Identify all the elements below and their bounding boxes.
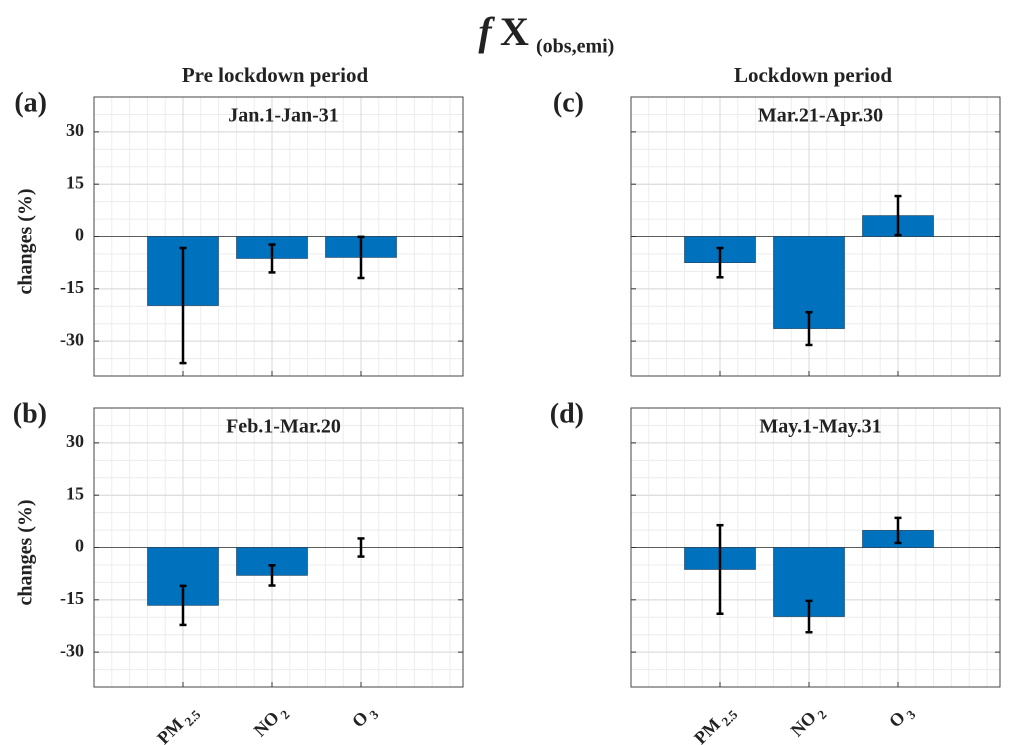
title-x: X xyxy=(500,9,529,54)
y-tick-label: 30 xyxy=(66,120,84,140)
y-axis-label: changes (%) xyxy=(15,188,37,294)
panel-subtitle: May.1-May.31 xyxy=(759,416,881,438)
axes-box xyxy=(630,407,1001,688)
axes-box xyxy=(93,407,464,688)
panel-label: (c) xyxy=(553,87,584,118)
panel-label: (d) xyxy=(550,398,584,429)
y-tick-label: -30 xyxy=(60,640,84,660)
x-tick-label: O3 xyxy=(885,700,919,734)
panel-label: (a) xyxy=(14,87,47,118)
title-f: f xyxy=(478,9,495,54)
y-tick-label: 30 xyxy=(66,431,84,451)
panel-subtitle: Feb.1-Mar.20 xyxy=(226,416,341,438)
column-title: Pre lockdown period xyxy=(182,63,369,87)
y-tick-label: -30 xyxy=(60,329,84,349)
category-subscript: 2.5 xyxy=(181,707,203,729)
x-tick-label: PM2.5 xyxy=(153,700,204,745)
x-tick-label: PM2.5 xyxy=(690,700,741,745)
panel-subtitle: Jan.1-Jan-31 xyxy=(228,105,339,127)
title-subscript: (obs,emi) xyxy=(536,36,614,58)
axes-box xyxy=(93,96,464,377)
column-title: Lockdown period xyxy=(734,63,892,87)
y-axis-label: changes (%) xyxy=(15,499,37,605)
y-tick-label: 0 xyxy=(75,536,84,556)
y-tick-label: -15 xyxy=(60,588,84,608)
x-tick-label: O3 xyxy=(348,700,382,734)
axes-box xyxy=(630,96,1001,377)
y-tick-label: 15 xyxy=(66,483,84,503)
category-subscript: 2.5 xyxy=(718,707,740,729)
panel-label: (b) xyxy=(13,398,47,429)
y-tick-label: 15 xyxy=(66,172,84,192)
panel-subtitle: Mar.21-Apr.30 xyxy=(758,105,883,127)
x-tick-label: NO2 xyxy=(787,701,830,744)
x-tick-label: NO2 xyxy=(250,701,293,744)
y-tick-label: 0 xyxy=(75,225,84,245)
y-tick-label: -15 xyxy=(60,277,84,297)
